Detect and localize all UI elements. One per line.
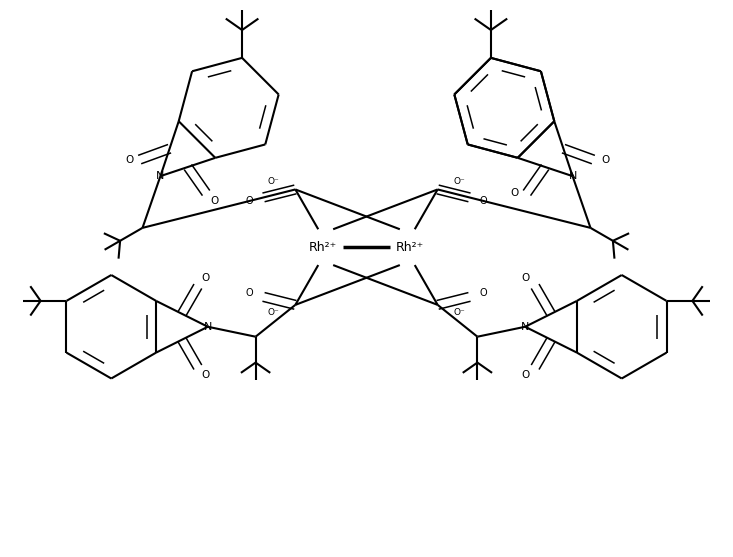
Text: Rh²⁺: Rh²⁺ xyxy=(309,241,337,253)
Text: O: O xyxy=(521,370,529,380)
Text: O: O xyxy=(125,155,134,164)
Text: O: O xyxy=(479,197,487,207)
Text: O: O xyxy=(601,155,609,164)
Text: O: O xyxy=(246,288,254,298)
Text: Rh²⁺: Rh²⁺ xyxy=(396,241,424,253)
Text: O: O xyxy=(479,288,487,298)
Text: N: N xyxy=(568,171,577,181)
Text: O: O xyxy=(511,188,519,198)
Text: O⁻: O⁻ xyxy=(454,309,465,317)
Text: O: O xyxy=(202,370,210,380)
Text: N: N xyxy=(521,322,529,332)
Text: O: O xyxy=(202,273,210,284)
Text: O⁻: O⁻ xyxy=(268,309,279,317)
Text: O: O xyxy=(246,197,254,207)
Text: N: N xyxy=(156,171,165,181)
Text: O: O xyxy=(210,196,218,206)
Text: N: N xyxy=(204,322,212,332)
Text: O: O xyxy=(521,273,529,284)
Text: O⁻: O⁻ xyxy=(454,177,465,186)
Text: O⁻: O⁻ xyxy=(268,177,279,186)
